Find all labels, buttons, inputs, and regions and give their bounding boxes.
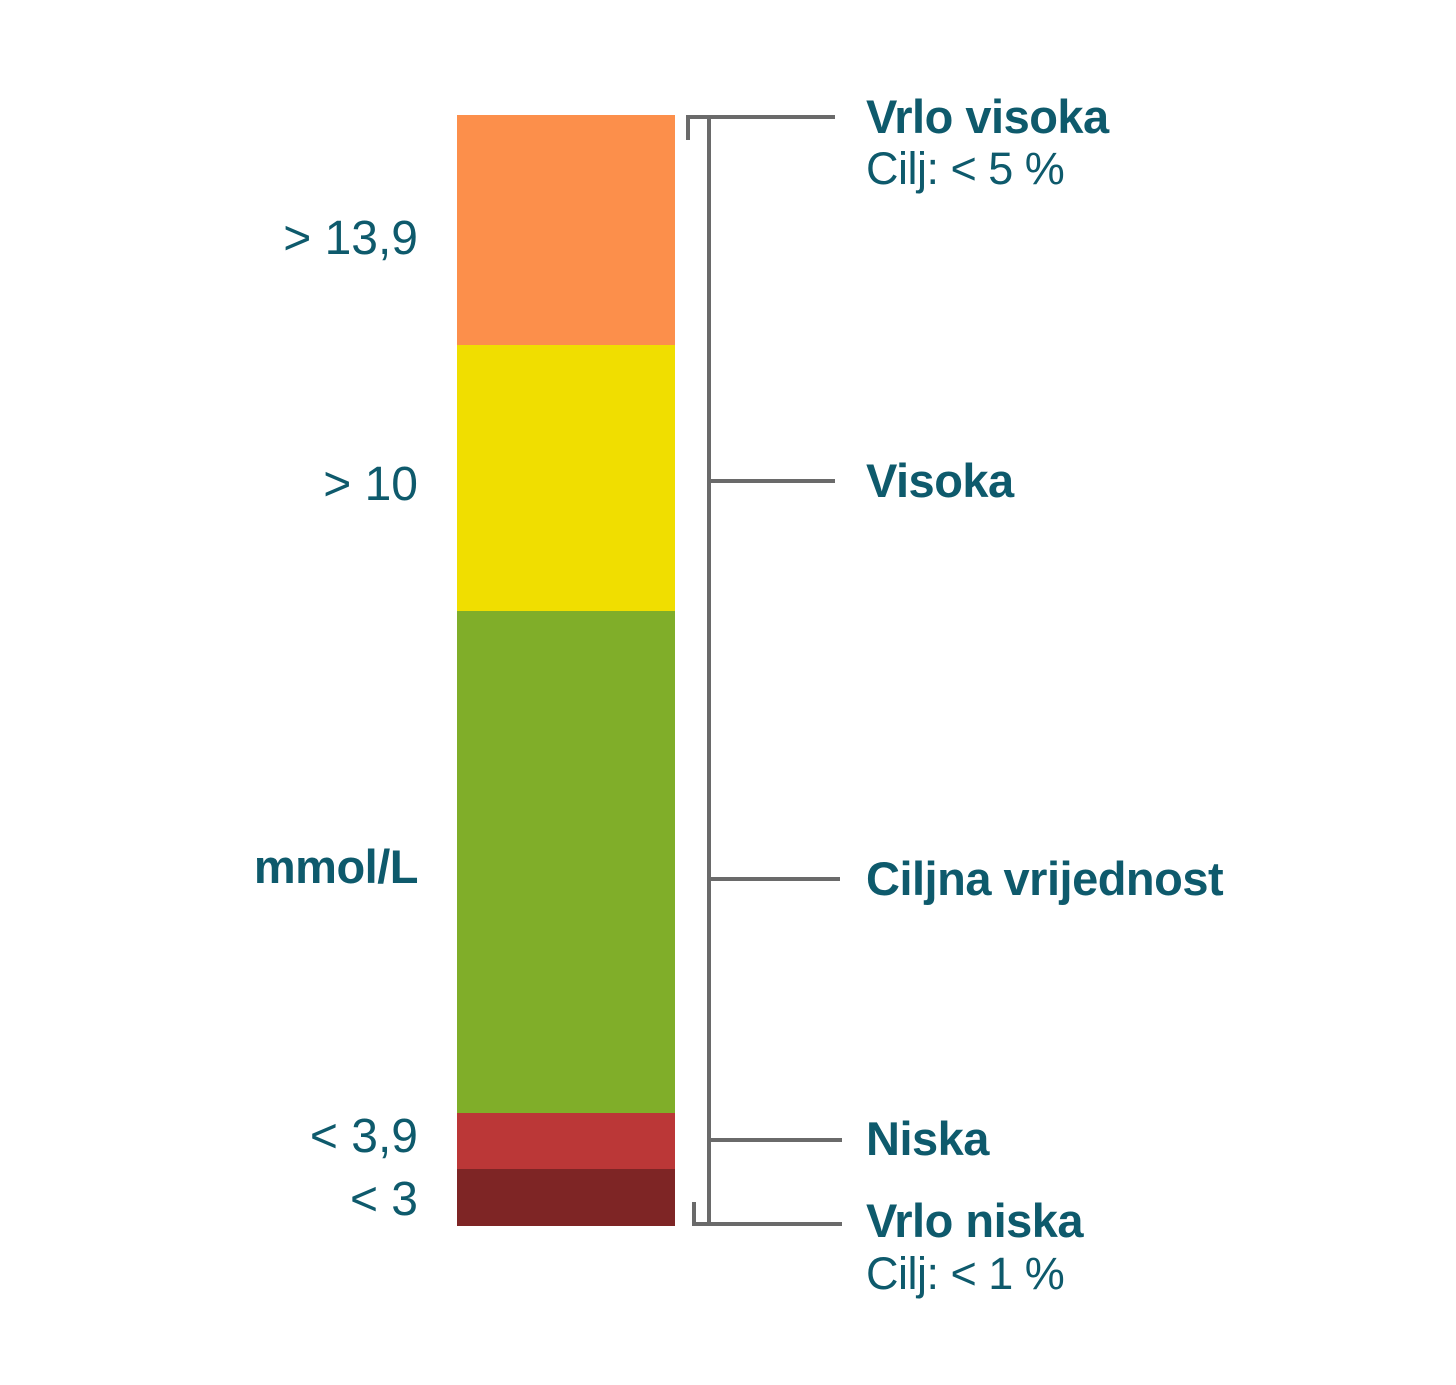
tick-very-low bbox=[692, 1222, 842, 1226]
threshold-high: > 10 bbox=[323, 458, 418, 511]
bracket-spine bbox=[707, 115, 711, 1226]
zone-very-high-title: Vrlo visoka bbox=[866, 90, 1109, 143]
threshold-very-low: < 3 bbox=[349, 1173, 418, 1226]
threshold-very-high: > 13,9 bbox=[283, 212, 418, 265]
segment-very-low bbox=[457, 1169, 675, 1226]
segment-low bbox=[457, 1113, 675, 1169]
tick-very-low-end-cap bbox=[692, 1202, 696, 1226]
segment-very-high bbox=[457, 115, 675, 345]
zone-low-title: Niska bbox=[866, 1112, 989, 1165]
segment-target bbox=[457, 611, 675, 1113]
tick-high bbox=[711, 479, 835, 483]
zone-very-low-title: Vrlo niska bbox=[866, 1194, 1084, 1247]
zone-high-title: Visoka bbox=[866, 454, 1014, 507]
zone-very-low-goal: Cilj: < 1 % bbox=[866, 1248, 1065, 1299]
zone-target-title: Ciljna vrijednost bbox=[866, 852, 1224, 905]
threshold-low: < 3,9 bbox=[309, 1110, 418, 1163]
segment-high bbox=[457, 345, 675, 611]
unit-label: mmol/L bbox=[253, 840, 419, 893]
zone-very-high-goal: Cilj: < 5 % bbox=[866, 143, 1065, 194]
tick-target bbox=[711, 877, 840, 881]
tick-low bbox=[711, 1138, 842, 1142]
tick-very-high bbox=[686, 115, 835, 119]
tick-very-high-end-cap bbox=[686, 115, 690, 140]
